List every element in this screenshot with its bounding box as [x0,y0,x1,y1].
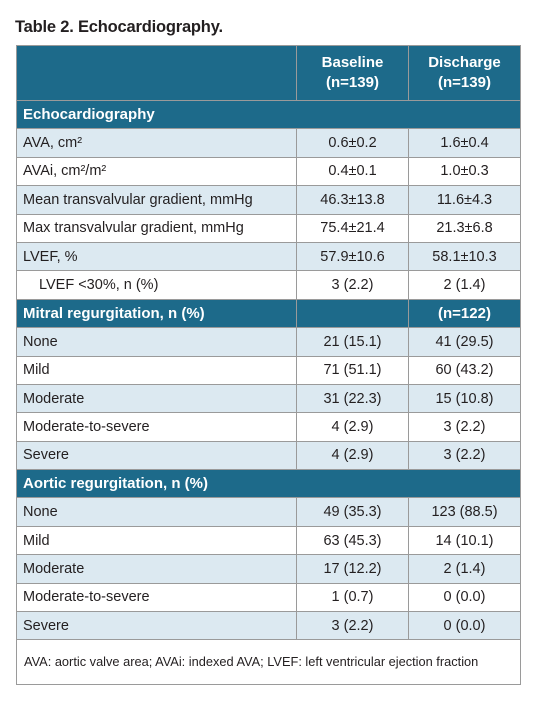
discharge-value: 1.6±0.4 [408,128,521,158]
baseline-value: 17 (12.2) [296,554,409,584]
baseline-value: 3 (2.2) [296,270,409,300]
row-label: AVAi, cm²/m² [16,156,297,187]
header-baseline-n: (n=139) [326,74,379,91]
row-label: Max transvalvular gradient, mmHg [16,213,297,243]
header-discharge-n: (n=139) [438,74,491,91]
table-row: Severe 3 (2.2) 0 (0.0) [16,611,521,641]
discharge-value: 15 (10.8) [408,383,521,414]
row-label: LVEF <30%, n (%) [16,270,297,300]
baseline-value: 21 (15.1) [296,327,409,357]
table-title: Table 2. Echocardiography. [15,18,223,36]
discharge-value: 123 (88.5) [408,497,521,527]
baseline-value: 71 (51.1) [296,355,409,385]
footnote-row: AVA: aortic valve area; AVAi: indexed AV… [16,639,521,686]
discharge-value: 3 (2.2) [408,412,521,442]
table-row: None 21 (15.1) 41 (29.5) [16,327,521,357]
row-label: LVEF, % [16,241,297,272]
header-discharge-label: Discharge [428,54,501,71]
discharge-value: 21.3±6.8 [408,213,521,243]
discharge-value: 14 (10.1) [408,525,521,556]
section-title: Aortic regurgitation, n (%) [16,469,521,499]
section-title: Echocardiography [16,99,521,130]
row-label: None [16,327,297,357]
section-blank-cell [296,298,409,329]
table-row: LVEF <30%, n (%) 3 (2.2) 2 (1.4) [16,270,521,300]
discharge-value: 0 (0.0) [408,611,521,641]
table-row: None 49 (35.3) 123 (88.5) [16,497,521,527]
header-blank-cell [16,45,297,101]
table-row: Mean transvalvular gradient, mmHg 46.3±13… [16,185,521,215]
row-label: Moderate-to-severe [16,582,297,613]
discharge-value: 2 (1.4) [408,554,521,584]
baseline-value: 4 (2.9) [296,440,409,471]
discharge-value: 0 (0.0) [408,582,521,613]
table-row: Moderate 17 (12.2) 2 (1.4) [16,554,521,584]
header-baseline: Baseline (n=139) [296,45,409,101]
baseline-value: 1 (0.7) [296,582,409,613]
table-row: Severe 4 (2.9) 3 (2.2) [16,440,521,471]
baseline-value: 75.4±21.4 [296,213,409,243]
baseline-value: 49 (35.3) [296,497,409,527]
row-label: Moderate [16,383,297,414]
row-label: Mild [16,525,297,556]
baseline-value: 0.4±0.1 [296,156,409,187]
table-row: Mild 71 (51.1) 60 (43.2) [16,355,521,385]
baseline-value: 46.3±13.8 [296,185,409,215]
table-row: AVAi, cm²/m² 0.4±0.1 1.0±0.3 [16,156,521,187]
table-row: Moderate 31 (22.3) 15 (10.8) [16,383,521,414]
table-row: Max transvalvular gradient, mmHg 75.4±21.… [16,213,521,243]
table-header-row: Baseline (n=139) Discharge (n=139) [16,45,521,101]
discharge-value: 60 (43.2) [408,355,521,385]
section-header-row: Aortic regurgitation, n (%) [16,469,521,499]
discharge-value: 1.0±0.3 [408,156,521,187]
echocardiography-table: Baseline (n=139) Discharge (n=139) Echoc… [16,45,521,686]
table-row: LVEF, % 57.9±10.6 58.1±10.3 [16,241,521,272]
section-header-row: Mitral regurgitation, n (%) (n=122) [16,298,521,329]
discharge-value: 3 (2.2) [408,440,521,471]
baseline-value: 0.6±0.2 [296,128,409,158]
row-label: AVA, cm² [16,128,297,158]
discharge-value: 11.6±4.3 [408,185,521,215]
discharge-value: 41 (29.5) [408,327,521,357]
table-body: Echocardiography AVA, cm² 0.6±0.2 1.6±0.4 AV… [16,99,521,641]
baseline-value: 4 (2.9) [296,412,409,442]
row-label: Mild [16,355,297,385]
baseline-value: 57.9±10.6 [296,241,409,272]
row-label: Severe [16,611,297,641]
row-label: Moderate-to-severe [16,412,297,442]
header-discharge: Discharge (n=139) [408,45,521,101]
row-label: Mean transvalvular gradient, mmHg [16,185,297,215]
row-label: Moderate [16,554,297,584]
table-row: Moderate-to-severe 4 (2.9) 3 (2.2) [16,412,521,442]
row-label: None [16,497,297,527]
section-header-row: Echocardiography [16,99,521,130]
table-row: AVA, cm² 0.6±0.2 1.6±0.4 [16,128,521,158]
table-row: Mild 63 (45.3) 14 (10.1) [16,525,521,556]
baseline-value: 63 (45.3) [296,525,409,556]
table-row: Moderate-to-severe 1 (0.7) 0 (0.0) [16,582,521,613]
section-title: Mitral regurgitation, n (%) [16,298,297,329]
footnote: AVA: aortic valve area; AVAi: indexed AV… [16,639,521,686]
section-n-label: (n=122) [408,298,521,329]
baseline-value: 3 (2.2) [296,611,409,641]
baseline-value: 31 (22.3) [296,383,409,414]
row-label: Severe [16,440,297,471]
header-baseline-label: Baseline [321,54,384,71]
discharge-value: 58.1±10.3 [408,241,521,272]
discharge-value: 2 (1.4) [408,270,521,300]
